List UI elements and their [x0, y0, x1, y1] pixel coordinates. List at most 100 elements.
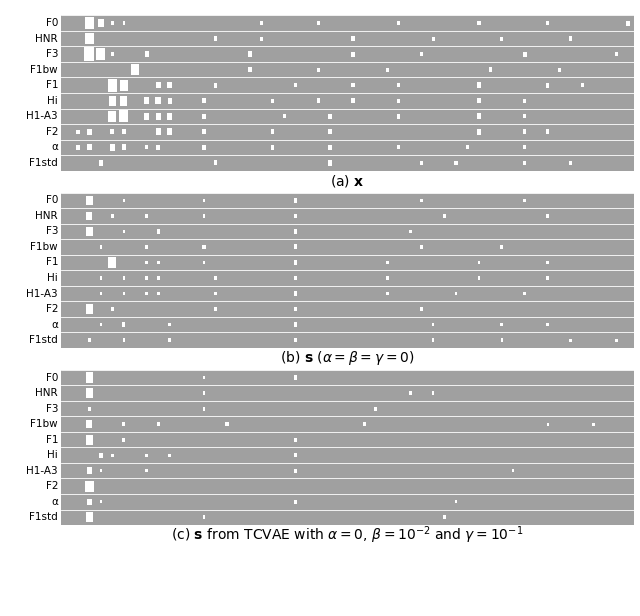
Bar [122, 322, 125, 326]
Bar [203, 198, 205, 202]
Bar [100, 292, 102, 295]
Bar [500, 245, 503, 249]
Bar [294, 437, 297, 442]
Bar [294, 83, 297, 87]
Bar [120, 80, 128, 91]
Bar [294, 307, 297, 311]
Bar [76, 129, 79, 134]
Bar [202, 145, 205, 150]
Bar [477, 261, 480, 264]
Bar [100, 323, 102, 326]
Bar [145, 453, 148, 457]
Bar [523, 129, 527, 134]
Bar [86, 227, 93, 236]
Bar [317, 21, 320, 25]
Bar [477, 21, 481, 25]
Bar [317, 99, 320, 103]
Bar [85, 17, 93, 29]
Bar [294, 375, 297, 380]
Bar [202, 114, 205, 119]
Bar [523, 52, 527, 57]
Bar [87, 498, 92, 505]
Bar [203, 516, 205, 519]
Bar [547, 214, 549, 218]
Bar [547, 261, 549, 264]
Bar [432, 323, 435, 326]
Bar [294, 214, 297, 218]
Bar [156, 82, 161, 89]
Bar [569, 161, 572, 165]
Bar [477, 129, 481, 135]
Bar [111, 453, 114, 457]
Bar [294, 229, 297, 233]
Bar [86, 304, 93, 314]
Bar [111, 307, 114, 310]
Bar [86, 388, 93, 398]
Bar [122, 22, 125, 25]
Bar [203, 214, 205, 218]
Bar [110, 144, 115, 151]
Bar [409, 391, 412, 395]
Bar [283, 114, 285, 118]
Bar [397, 83, 400, 87]
Bar [111, 129, 115, 134]
Bar [86, 513, 93, 522]
Bar [99, 453, 102, 458]
Bar [100, 469, 102, 472]
Bar [202, 99, 205, 103]
Bar [524, 161, 526, 165]
Bar [122, 423, 125, 426]
Bar [203, 261, 205, 264]
Bar [248, 67, 252, 72]
Bar [156, 113, 161, 120]
Bar [157, 276, 159, 280]
Bar [111, 52, 114, 56]
Bar [97, 48, 106, 60]
Bar [580, 83, 584, 87]
Bar [546, 129, 549, 134]
Bar [420, 52, 423, 56]
Bar [260, 36, 263, 41]
Bar [557, 68, 561, 72]
Bar [294, 453, 297, 458]
Bar [111, 214, 114, 217]
Bar [570, 339, 572, 342]
Bar [374, 407, 377, 410]
Bar [144, 97, 149, 104]
Bar [145, 276, 148, 280]
Bar [477, 83, 481, 88]
Bar [351, 36, 355, 41]
Bar [260, 21, 263, 25]
Bar [144, 113, 149, 120]
Bar [294, 500, 297, 504]
Bar [432, 338, 435, 342]
Bar [455, 500, 457, 503]
Bar [203, 376, 205, 379]
Bar [156, 128, 161, 136]
Bar [294, 245, 298, 249]
Bar [86, 435, 93, 445]
Bar [122, 129, 125, 134]
Bar [351, 83, 355, 87]
Bar [88, 407, 91, 411]
Bar [615, 339, 618, 342]
Bar [477, 276, 480, 280]
Bar [98, 19, 104, 28]
Bar [420, 245, 423, 249]
Bar [524, 99, 526, 103]
Bar [122, 230, 125, 233]
Bar [145, 469, 148, 472]
Bar [214, 83, 218, 87]
Bar [547, 323, 549, 326]
Bar [294, 469, 297, 472]
Text: (a) $\mathbf{x}$: (a) $\mathbf{x}$ [330, 172, 364, 188]
Bar [524, 145, 526, 149]
Bar [271, 129, 275, 134]
Bar [466, 145, 469, 149]
Bar [100, 245, 102, 249]
Bar [294, 322, 297, 326]
Bar [328, 160, 332, 166]
Bar [145, 245, 148, 249]
Bar [168, 338, 171, 342]
Bar [86, 212, 92, 220]
